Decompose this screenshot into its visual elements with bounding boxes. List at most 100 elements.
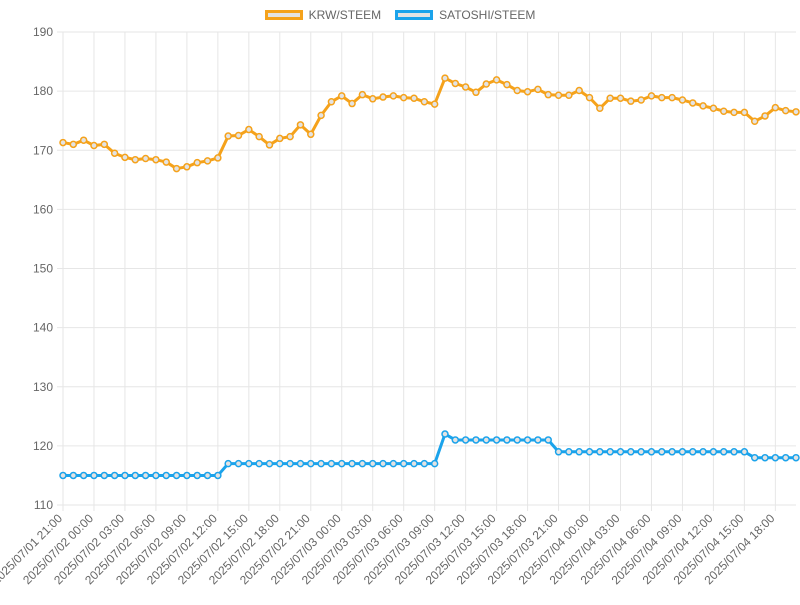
data-point-krw-steem <box>678 96 687 104</box>
data-point-krw-steem <box>193 158 201 167</box>
data-point-krw-steem <box>647 92 656 100</box>
data-point-satoshi-steem <box>79 471 88 480</box>
data-point-satoshi-steem <box>214 471 222 480</box>
data-point-krw-steem <box>90 141 98 150</box>
legend-item-satoshi-steem[interactable]: SATOSHI/STEEM <box>395 6 535 24</box>
data-point-krw-steem <box>79 136 88 144</box>
data-point-satoshi-steem <box>709 448 718 456</box>
data-point-krw-steem <box>451 79 460 88</box>
data-point-satoshi-steem <box>730 448 738 456</box>
data-point-satoshi-steem <box>575 448 583 456</box>
data-point-satoshi-steem <box>410 459 418 468</box>
y-tick-label: 190 <box>33 25 53 39</box>
data-point-satoshi-steem <box>792 453 800 462</box>
data-point-satoshi-steem <box>348 459 356 468</box>
data-point-krw-steem <box>472 88 480 97</box>
data-point-krw-steem <box>616 94 625 102</box>
legend-item-krw-steem[interactable]: KRW/STEEM <box>264 6 382 24</box>
data-point-krw-steem <box>214 154 222 162</box>
data-point-satoshi-steem <box>100 471 109 480</box>
data-point-krw-steem <box>327 98 336 106</box>
data-point-krw-steem <box>276 134 284 143</box>
data-point-satoshi-steem <box>358 459 367 468</box>
data-point-satoshi-steem <box>472 436 480 444</box>
data-point-satoshi-steem <box>596 448 604 456</box>
data-point-satoshi-steem <box>399 459 408 468</box>
data-point-satoshi-steem <box>276 459 284 468</box>
data-point-satoshi-steem <box>544 436 552 444</box>
data-point-krw-steem <box>100 140 109 149</box>
data-point-krw-steem <box>523 87 532 96</box>
legend-swatch-satoshi-steem <box>395 10 434 20</box>
data-point-satoshi-steem <box>193 471 201 480</box>
y-tick-label: 140 <box>33 321 53 335</box>
data-point-krw-steem <box>203 157 212 165</box>
data-point-satoshi-steem <box>616 448 625 456</box>
data-point-krw-steem <box>110 149 119 157</box>
data-point-krw-steem <box>265 141 274 149</box>
data-point-krw-steem <box>234 131 243 140</box>
series-line-satoshi-steem <box>61 432 798 477</box>
data-point-krw-steem <box>317 111 325 120</box>
data-point-krw-steem <box>286 132 294 141</box>
data-point-satoshi-steem <box>245 459 253 468</box>
data-point-krw-steem <box>461 83 470 91</box>
data-point-krw-steem <box>606 94 614 102</box>
data-point-krw-steem <box>699 102 707 110</box>
data-point-krw-steem <box>719 107 728 115</box>
data-point-satoshi-steem <box>441 430 449 438</box>
data-point-krw-steem <box>59 138 67 147</box>
data-point-satoshi-steem <box>286 459 294 468</box>
data-point-satoshi-steem <box>761 453 769 462</box>
data-point-satoshi-steem <box>689 448 697 456</box>
y-tick-label: 120 <box>33 439 53 453</box>
data-point-satoshi-steem <box>523 436 532 444</box>
data-point-satoshi-steem <box>162 471 170 480</box>
data-point-krw-steem <box>399 93 408 102</box>
data-point-krw-steem <box>492 76 501 84</box>
data-point-krw-steem <box>554 91 563 100</box>
data-point-satoshi-steem <box>337 459 346 468</box>
y-tick-label: 170 <box>33 143 53 157</box>
data-point-satoshi-steem <box>451 436 460 444</box>
data-point-satoshi-steem <box>389 459 398 468</box>
data-point-krw-steem <box>121 153 129 162</box>
legend-label-krw-steem: KRW/STEEM <box>308 8 382 22</box>
data-point-satoshi-steem <box>606 448 614 456</box>
data-point-satoshi-steem <box>740 448 749 456</box>
data-point-krw-steem <box>183 163 191 171</box>
data-point-krw-steem <box>296 121 305 129</box>
data-point-krw-steem <box>420 98 429 106</box>
data-point-satoshi-steem <box>224 459 232 468</box>
data-point-krw-steem <box>368 95 377 103</box>
data-point-krw-steem <box>152 155 160 164</box>
data-point-satoshi-steem <box>152 471 160 480</box>
data-point-satoshi-steem <box>183 471 191 480</box>
data-point-satoshi-steem <box>265 459 274 468</box>
data-point-satoshi-steem <box>131 471 140 480</box>
data-point-krw-steem <box>709 104 718 113</box>
data-point-satoshi-steem <box>513 436 522 444</box>
data-point-krw-steem <box>761 112 769 120</box>
data-point-satoshi-steem <box>534 436 542 444</box>
data-point-krw-steem <box>503 80 511 89</box>
data-point-krw-steem <box>781 106 790 115</box>
data-point-krw-steem <box>792 108 800 116</box>
data-point-satoshi-steem <box>637 448 645 456</box>
data-point-krw-steem <box>255 132 263 141</box>
data-point-krw-steem <box>441 74 449 82</box>
data-point-krw-steem <box>430 100 439 108</box>
data-point-krw-steem <box>410 94 418 102</box>
y-tick-label: 150 <box>33 262 53 276</box>
data-point-satoshi-steem <box>627 448 635 456</box>
data-point-satoshi-steem <box>554 448 563 456</box>
data-point-krw-steem <box>689 99 697 107</box>
data-point-satoshi-steem <box>771 453 780 462</box>
data-point-satoshi-steem <box>110 471 119 480</box>
data-point-krw-steem <box>596 104 604 113</box>
data-point-satoshi-steem <box>420 459 429 468</box>
data-point-satoshi-steem <box>585 448 594 456</box>
data-point-krw-steem <box>348 99 356 108</box>
data-point-krw-steem <box>668 93 676 102</box>
y-tick-label: 180 <box>33 84 53 98</box>
